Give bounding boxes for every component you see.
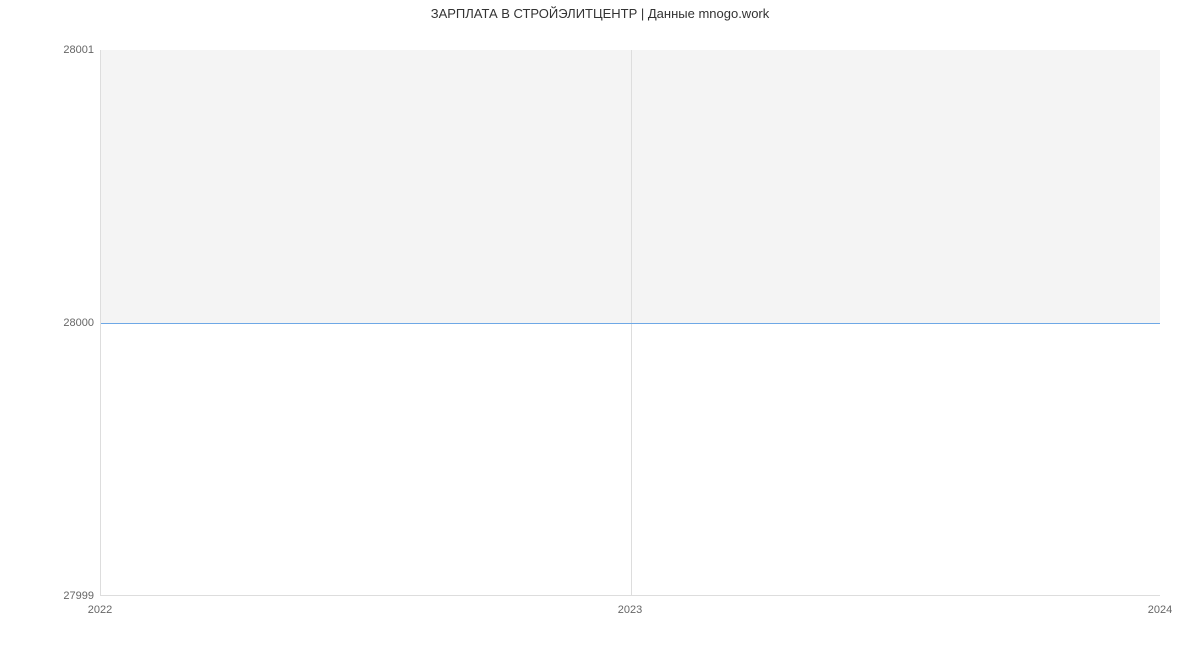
x-tick-label: 2022 <box>88 604 112 616</box>
y-tick-label: 28000 <box>44 317 94 329</box>
plot-area <box>100 50 1160 596</box>
x-tick-label: 2023 <box>618 604 642 616</box>
x-tick-label: 2024 <box>1148 604 1172 616</box>
y-tick-label: 27999 <box>44 590 94 602</box>
chart-title: ЗАРПЛАТА В СТРОЙЭЛИТЦЕНТР | Данные mnogo… <box>0 6 1200 21</box>
y-tick-label: 28001 <box>44 44 94 56</box>
salary-chart: ЗАРПЛАТА В СТРОЙЭЛИТЦЕНТР | Данные mnogo… <box>0 0 1200 650</box>
series-line <box>101 323 1160 324</box>
